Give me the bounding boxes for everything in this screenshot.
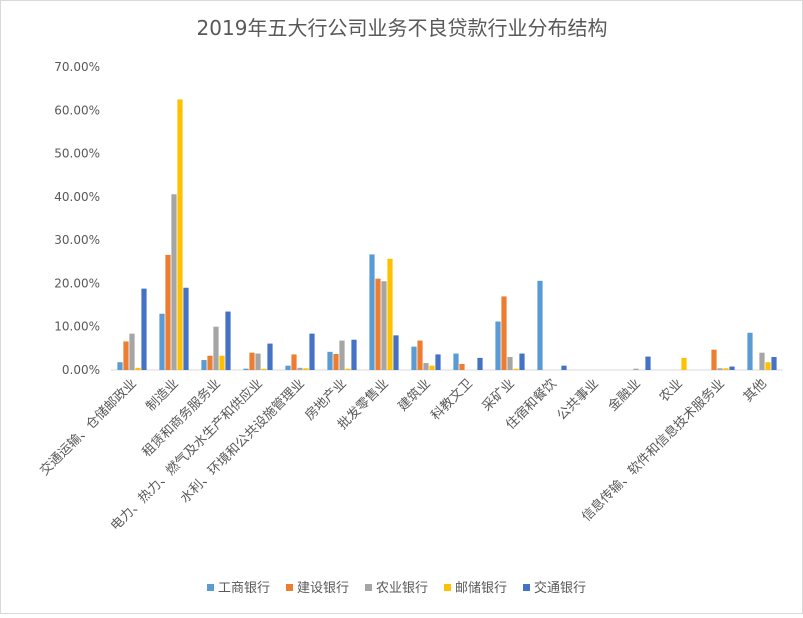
bar xyxy=(759,352,765,370)
x-tick-label: 租赁和商务服务业 xyxy=(139,376,224,461)
bar xyxy=(135,367,141,370)
bar xyxy=(417,340,423,370)
y-tick-label: 60.00% xyxy=(54,103,100,117)
bar xyxy=(501,296,507,370)
legend-swatch xyxy=(444,584,451,591)
bar xyxy=(681,357,687,370)
bar xyxy=(345,368,351,370)
bar xyxy=(723,368,729,370)
bar xyxy=(507,357,513,370)
legend-swatch xyxy=(286,584,293,591)
bar xyxy=(435,354,441,370)
bar xyxy=(393,335,399,370)
bar xyxy=(255,353,261,370)
bar xyxy=(351,339,357,370)
bar xyxy=(183,287,189,370)
legend-label: 交通银行 xyxy=(534,580,586,596)
bar xyxy=(117,362,123,370)
bar xyxy=(495,321,501,370)
legend-label: 邮储银行 xyxy=(455,581,507,596)
bar xyxy=(333,353,339,370)
x-tick-label: 公共事业 xyxy=(554,376,601,423)
bar xyxy=(207,355,213,370)
bar xyxy=(645,356,651,370)
x-tick-label: 科教文卫 xyxy=(428,376,476,424)
bar xyxy=(381,281,387,370)
bar xyxy=(213,326,219,370)
bar xyxy=(429,365,435,370)
bar xyxy=(243,368,249,370)
bar xyxy=(537,280,543,370)
bar xyxy=(513,368,519,370)
legend: 工商银行 建设银行 农业银行 邮储银行 交通银行 xyxy=(207,580,586,596)
bar xyxy=(303,368,309,370)
x-tick-label: 金融业 xyxy=(605,376,644,415)
bar xyxy=(633,368,639,370)
bar xyxy=(477,357,483,370)
legend-label: 农业银行 xyxy=(376,581,428,596)
bar xyxy=(267,343,273,370)
bar xyxy=(771,357,777,370)
y-tick-label: 10.00% xyxy=(54,320,100,334)
legend-swatch xyxy=(207,584,214,591)
y-tick-label: 30.00% xyxy=(54,233,100,247)
x-tick-label: 农业 xyxy=(657,376,686,405)
y-axis-ticks: 0.00% 10.00% 20.00% 30.00% 40.00% 50.00% 60.00… xyxy=(54,60,100,377)
legend-swatch xyxy=(365,584,372,591)
bar xyxy=(297,367,303,370)
legend-label: 工商银行 xyxy=(218,581,270,596)
x-tick-label: 交通运输、仓储邮政业 xyxy=(37,376,140,479)
chart-title: 2019年五大行公司业务不良贷款行业分布结构 xyxy=(197,16,608,40)
y-tick-label: 50.00% xyxy=(54,147,100,161)
y-tick-label: 70.00% xyxy=(54,60,100,74)
bar xyxy=(141,288,147,370)
y-tick-label: 40.00% xyxy=(54,190,100,204)
bar xyxy=(375,278,381,370)
bar xyxy=(729,366,735,370)
bars-group xyxy=(117,99,777,371)
bar xyxy=(711,349,717,370)
y-tick-label: 0.00% xyxy=(62,363,100,377)
x-tick-label: 电力、热力、燃气及水生产和供应业 xyxy=(107,376,265,534)
legend-label: 建设银行 xyxy=(297,581,349,596)
bar xyxy=(453,353,459,370)
bar xyxy=(291,354,297,370)
bar xyxy=(339,340,345,370)
x-tick-label: 制造业 xyxy=(144,376,182,414)
bar xyxy=(423,363,429,370)
x-axis-ticks: 交通运输、仓储邮政业 制造业租赁和商务服务业电力、热力、燃气及水生产和供应业水利、… xyxy=(37,376,770,534)
bar xyxy=(309,333,315,370)
bar xyxy=(225,311,231,370)
x-tick-label: 建筑业 xyxy=(395,376,434,415)
bar xyxy=(123,341,129,370)
x-tick-label: 采矿业 xyxy=(480,376,518,414)
bar xyxy=(747,332,753,370)
bar xyxy=(129,333,135,370)
bar xyxy=(519,353,525,370)
x-tick-label: 信息传输、软件和信息技术服务业 xyxy=(579,376,728,525)
bar xyxy=(249,352,255,370)
y-tick-label: 20.00% xyxy=(54,276,100,290)
bar xyxy=(165,254,171,370)
bar xyxy=(765,362,771,370)
bar xyxy=(285,365,291,370)
bar xyxy=(261,368,267,370)
bar xyxy=(201,360,207,370)
bar xyxy=(219,355,225,370)
bar xyxy=(717,368,723,370)
bar xyxy=(411,346,417,370)
bar xyxy=(159,313,165,370)
legend-swatch xyxy=(523,584,530,591)
bar xyxy=(171,194,177,370)
bar xyxy=(561,365,567,370)
x-tick-label: 其他 xyxy=(741,376,770,405)
bar xyxy=(327,351,333,370)
bar xyxy=(459,363,465,370)
bar xyxy=(387,258,393,370)
bar xyxy=(369,254,375,370)
bar xyxy=(177,99,183,371)
